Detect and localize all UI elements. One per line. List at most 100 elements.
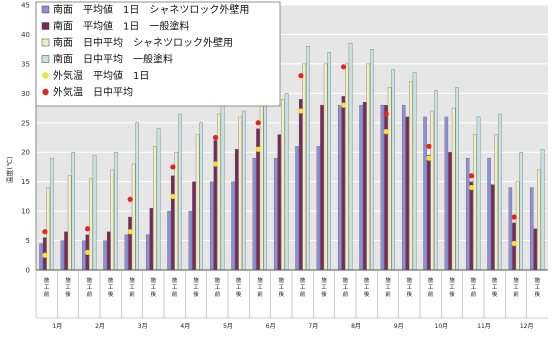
bar	[515, 181, 520, 271]
bar	[341, 96, 346, 271]
temperature-point	[298, 73, 304, 79]
bar	[60, 240, 65, 271]
bar	[81, 240, 86, 271]
legend-label: 外気温 平均値 1日	[53, 69, 149, 82]
bar	[327, 51, 331, 271]
temperature-point	[255, 120, 261, 126]
category-sub-label: 後	[535, 290, 541, 298]
y-tick-label: 45	[21, 2, 30, 10]
category-sub-label: 前	[129, 290, 135, 298]
temperature-point	[383, 111, 389, 117]
y-tick-label: 10	[21, 208, 30, 216]
bar	[242, 110, 246, 271]
bar	[149, 208, 154, 271]
category-sub-label: 後	[321, 290, 327, 298]
bar	[412, 72, 417, 271]
category-sub-label: 施	[172, 276, 178, 284]
category-sub-label: 施	[257, 276, 263, 284]
temperature-point	[127, 229, 133, 235]
category-sub-label: 施	[108, 276, 114, 284]
bar	[508, 187, 513, 271]
bar	[238, 116, 243, 271]
category-sub-label: 施	[449, 276, 455, 284]
category-sub-label: 前	[257, 290, 263, 298]
bar	[391, 69, 395, 271]
month-label: 8月	[351, 323, 361, 330]
y-tick-label: 5	[26, 237, 30, 245]
category-sub-label: 工	[321, 284, 327, 291]
bar	[64, 231, 68, 271]
bar	[455, 87, 459, 271]
y-tick-label: 20	[21, 149, 30, 157]
legend-swatch	[41, 22, 50, 30]
bar	[469, 181, 474, 271]
bar	[498, 113, 502, 271]
bar	[167, 210, 171, 271]
bar	[231, 181, 235, 271]
temperature-point	[42, 252, 48, 258]
temperature-point	[468, 184, 475, 191]
bar	[434, 90, 438, 271]
bar	[39, 243, 43, 271]
category-sub-label: 工	[129, 284, 135, 291]
y-tick-label: 0	[26, 267, 30, 275]
bar	[106, 231, 111, 271]
category-sub-label: 前	[428, 290, 434, 298]
category-sub-label: 施	[279, 276, 285, 284]
month-label: 6月	[266, 323, 276, 330]
category-sub-label: 工	[364, 284, 370, 291]
bar	[306, 46, 310, 271]
category-sub-label: 施	[407, 276, 413, 284]
bar	[401, 104, 406, 271]
temperature-point	[170, 164, 176, 170]
bar	[170, 175, 175, 271]
month-label: 11月	[477, 323, 491, 330]
category-sub-label: 工	[44, 284, 50, 291]
bar	[370, 49, 374, 271]
category-sub-label: 工	[300, 284, 306, 291]
month-label: 2月	[95, 323, 105, 330]
legend-label: 南面 平均値 1日 シャネツロック外壁用	[53, 3, 249, 16]
bar	[490, 184, 495, 271]
bar	[444, 116, 449, 271]
category-sub-label: 前	[87, 290, 93, 298]
temperature-point	[426, 155, 432, 161]
bar	[188, 210, 193, 271]
bar	[476, 116, 481, 271]
bar	[103, 240, 107, 271]
category-sub-label: 施	[471, 276, 477, 284]
category-sub-label: 工	[428, 284, 434, 291]
bar	[89, 178, 93, 271]
category-sub-label: 施	[65, 276, 71, 284]
bar	[145, 234, 150, 271]
category-sub-label: 工	[215, 284, 221, 291]
category-sub-label: 工	[471, 284, 477, 291]
bar	[209, 181, 214, 271]
legend-swatch	[42, 88, 49, 96]
y-tick-label: 25	[21, 119, 30, 127]
temperature-point	[212, 161, 219, 167]
month-label: 4月	[180, 323, 190, 330]
bar	[284, 93, 289, 271]
month-label: 10月	[435, 323, 449, 330]
month-label: 5月	[223, 323, 233, 330]
y-tick-label: 40	[21, 31, 30, 39]
bar	[252, 157, 257, 271]
category-sub-label: 工	[407, 284, 413, 291]
bar	[50, 157, 54, 271]
category-sub-label: 前	[300, 290, 306, 298]
category-sub-label: 工	[257, 284, 263, 291]
temperature-point	[170, 193, 176, 199]
category-sub-label: 施	[385, 276, 391, 284]
category-sub-label: 前	[172, 290, 178, 298]
bar	[174, 152, 179, 271]
category-sub-label: 施	[492, 276, 498, 284]
category-sub-label: 工	[492, 284, 498, 291]
category-sub-label: 後	[449, 290, 455, 298]
category-sub-label: 施	[129, 276, 135, 284]
bar	[213, 140, 218, 271]
temperature-point	[84, 249, 91, 255]
bar	[259, 99, 264, 271]
bar	[366, 63, 371, 271]
